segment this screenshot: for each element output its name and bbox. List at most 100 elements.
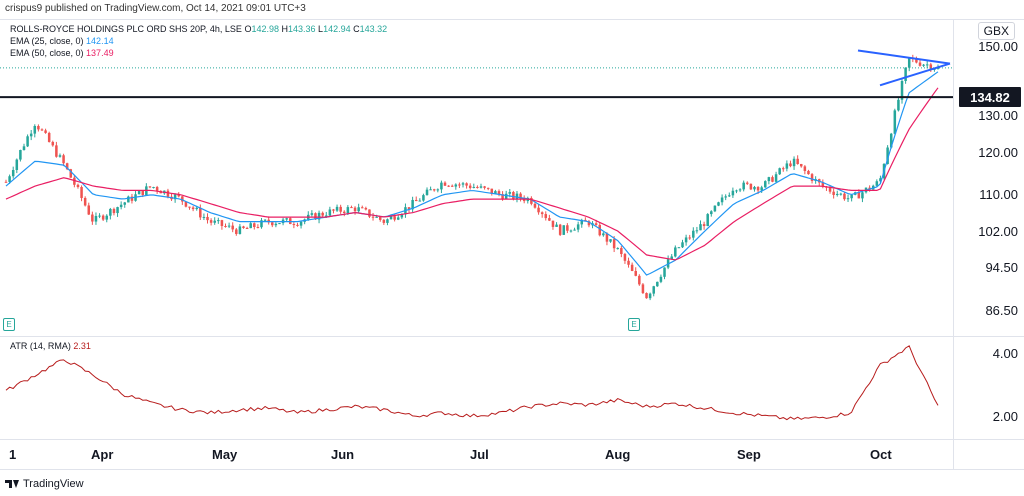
- candle-body: [263, 219, 267, 221]
- candle-body: [871, 185, 875, 190]
- candle-body: [782, 168, 785, 170]
- candle-body: [170, 196, 173, 200]
- atr-tick: 2.00: [992, 409, 1018, 424]
- candle-body: [641, 284, 645, 294]
- ohlc-close: C143.32: [353, 24, 388, 34]
- candle-body: [879, 178, 882, 182]
- candle-body: [555, 224, 558, 227]
- price-tick: 120.00: [978, 145, 1018, 160]
- symbol-legend[interactable]: ROLLS-ROYCE HOLDINGS PLC ORD SHS 20P, 4h…: [10, 24, 387, 35]
- candle-body: [299, 221, 303, 226]
- level-price-tag[interactable]: 134.82: [959, 87, 1021, 107]
- candle-body: [209, 220, 213, 223]
- ema50-legend[interactable]: EMA (50, close, 0) 137.49: [10, 48, 114, 59]
- candle-body: [357, 207, 360, 212]
- candle-body: [907, 57, 911, 68]
- candle-body: [267, 219, 270, 223]
- candle-body: [933, 68, 936, 70]
- candle-body: [339, 206, 342, 212]
- candle-body: [508, 192, 512, 194]
- candle-body: [853, 192, 857, 195]
- candle-body: [868, 187, 871, 190]
- footer-border: [0, 469, 1024, 470]
- candle-body: [396, 217, 400, 220]
- candle-body: [580, 219, 584, 225]
- triangle-lower-trendline: [879, 62, 951, 87]
- candle-body: [918, 62, 922, 66]
- candle-body: [925, 64, 929, 66]
- candle-body: [461, 183, 465, 185]
- candle-body: [717, 202, 720, 206]
- candle-body: [33, 125, 37, 134]
- atr-legend[interactable]: ATR (14, RMA) 2.31: [10, 341, 91, 352]
- candle-body: [735, 190, 738, 192]
- earnings-event-marker[interactable]: E: [628, 318, 640, 331]
- candle-body: [778, 168, 781, 175]
- candle-body: [242, 226, 245, 228]
- currency-label[interactable]: GBX: [977, 22, 1015, 40]
- candle-body: [285, 218, 288, 220]
- candle-body: [148, 186, 152, 188]
- candle-body: [627, 260, 630, 265]
- footer-brand[interactable]: TradingView: [5, 478, 84, 490]
- candle-body: [184, 201, 188, 207]
- candle-body: [26, 136, 29, 147]
- candle-body: [321, 212, 324, 216]
- candle-body: [677, 247, 681, 249]
- earnings-event-marker[interactable]: E: [3, 318, 15, 331]
- candle-body: [749, 183, 753, 190]
- candle-body: [289, 218, 292, 225]
- ema25-value: 142.14: [86, 36, 114, 46]
- candle-body: [220, 220, 224, 226]
- time-tick: Jun: [331, 447, 355, 462]
- candle-body: [227, 225, 231, 227]
- candle-body: [512, 192, 515, 199]
- candle-body: [695, 230, 699, 232]
- candle-body: [630, 264, 634, 271]
- candle-body: [882, 164, 886, 179]
- candle-body: [44, 130, 47, 133]
- candle-body: [515, 193, 519, 199]
- candle-body: [771, 177, 774, 182]
- candle-body: [465, 183, 468, 186]
- candle-body: [598, 224, 602, 236]
- candle-body: [616, 248, 619, 250]
- candle-body: [191, 207, 195, 210]
- candle-body: [785, 163, 789, 169]
- atr-label: ATR (14, RMA): [10, 341, 71, 351]
- ema25-legend[interactable]: EMA (25, close, 0) 142.14: [10, 36, 114, 47]
- candle-body: [238, 226, 242, 234]
- candle-body: [483, 186, 486, 188]
- candle-body: [22, 146, 26, 151]
- candle-body: [55, 145, 58, 157]
- candle-body: [544, 214, 548, 219]
- candle-body: [681, 242, 684, 248]
- candle-body: [40, 129, 44, 131]
- candle-body: [386, 219, 389, 223]
- candle-body: [936, 66, 940, 69]
- candle-body: [767, 177, 771, 182]
- candle-body: [155, 187, 159, 191]
- candle-body: [584, 219, 587, 222]
- candle-body: [101, 215, 105, 220]
- candle-body: [73, 177, 76, 185]
- time-tick: 1: [9, 447, 17, 462]
- candle-body: [799, 163, 803, 167]
- candle-body: [127, 196, 130, 203]
- candle-body: [458, 184, 461, 186]
- candle-body: [594, 223, 598, 225]
- chart-top-border: [0, 19, 1024, 20]
- atr-line: [5, 345, 939, 421]
- candle-body: [832, 191, 835, 195]
- candle-body: [602, 233, 605, 236]
- price-tick: 102.00: [978, 224, 1018, 239]
- candle-body: [911, 57, 915, 59]
- candle-body: [278, 223, 281, 225]
- candle-body: [87, 205, 91, 215]
- candle-body: [389, 216, 393, 220]
- candle-body: [468, 185, 472, 188]
- candle-body: [904, 67, 907, 81]
- candle-body: [350, 207, 353, 209]
- candle-body: [789, 163, 792, 167]
